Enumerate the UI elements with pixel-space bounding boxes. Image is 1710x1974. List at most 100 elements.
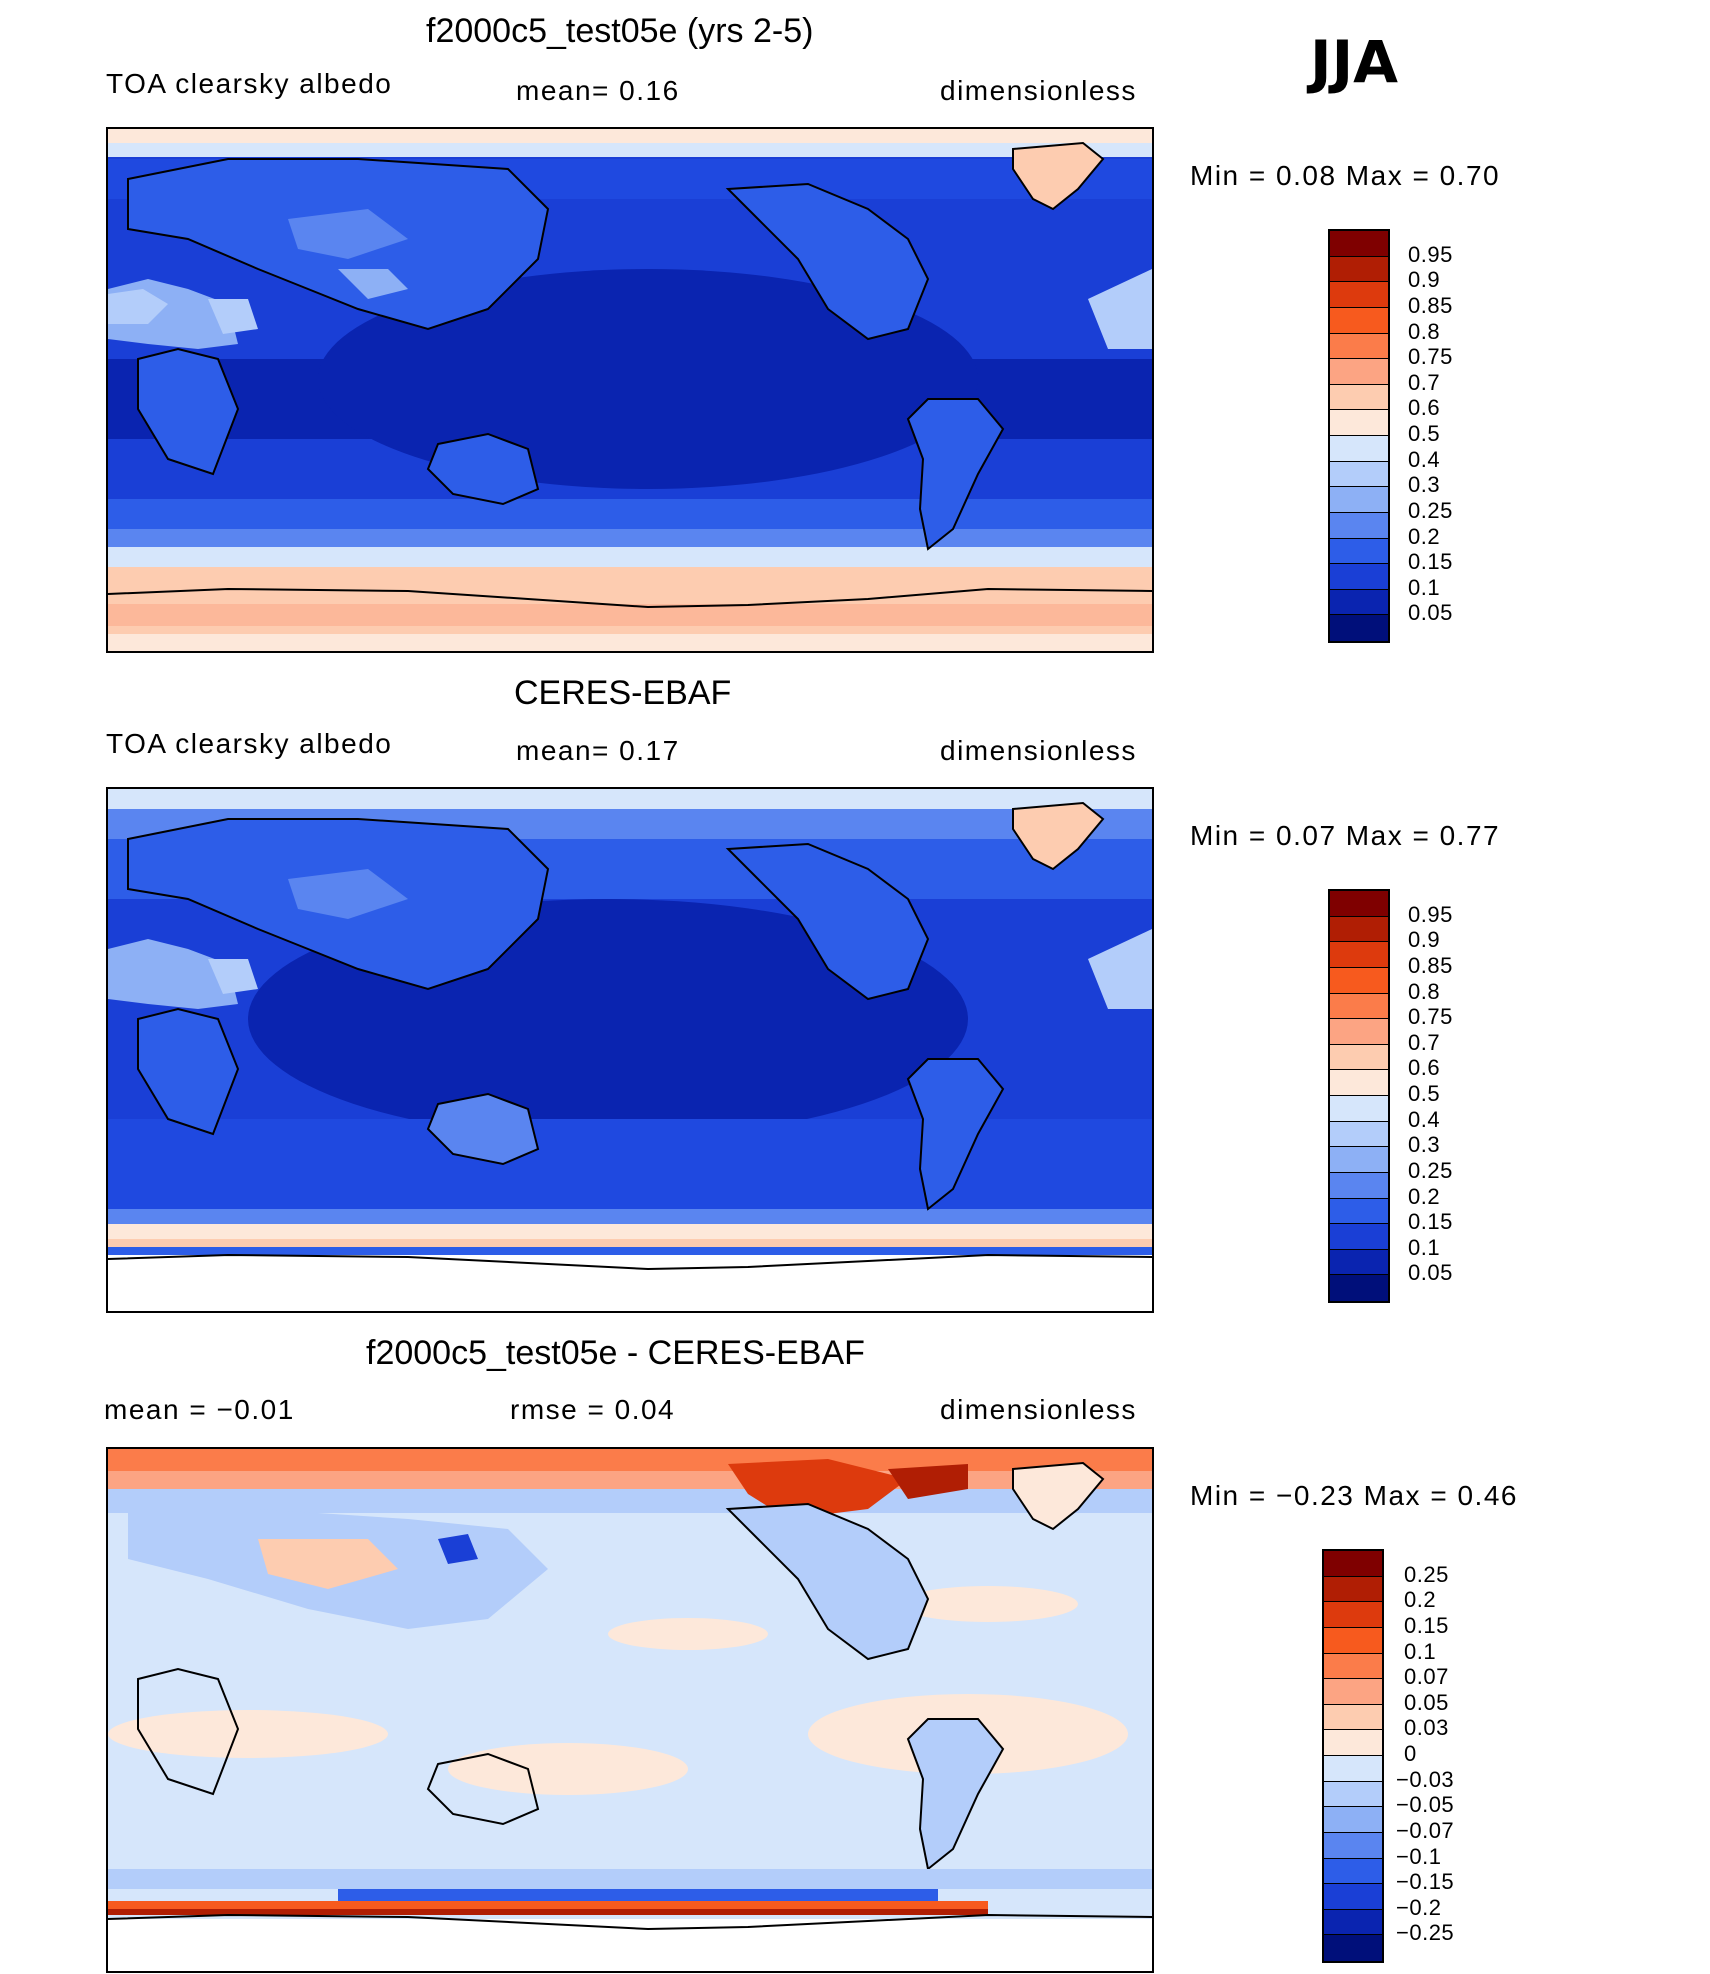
colorbar-tick-label: 0.07 bbox=[1404, 1664, 1449, 1690]
colorbar-segment bbox=[1330, 993, 1388, 1020]
colorbar-segment bbox=[1330, 1224, 1388, 1250]
colorbar-tick-label: 0.8 bbox=[1408, 978, 1441, 1004]
colorbar-tick-label: 0.7 bbox=[1408, 369, 1441, 395]
colorbar bbox=[1328, 889, 1390, 1303]
min-max-label: Min = 0.07 Max = 0.77 bbox=[1190, 820, 1501, 851]
difference-map bbox=[106, 1447, 1154, 1973]
colorbar-tick-label: −0.03 bbox=[1396, 1766, 1455, 1792]
colorbar-tick-label: 0.25 bbox=[1408, 1157, 1453, 1183]
colorbar bbox=[1322, 1549, 1384, 1963]
colorbar-tick-label: 0.75 bbox=[1408, 344, 1453, 370]
colorbar-segment bbox=[1324, 1832, 1382, 1859]
colorbar-tick-label: 0.2 bbox=[1408, 523, 1441, 549]
colorbar-segment bbox=[1330, 282, 1388, 308]
units-label: dimensionless bbox=[940, 75, 1137, 106]
colorbar-tick-label: −0.25 bbox=[1396, 1920, 1455, 1946]
colorbar-segment bbox=[1324, 1909, 1382, 1936]
colorbar-segment bbox=[1330, 589, 1388, 616]
map-field bbox=[108, 1449, 1152, 1971]
colorbar-tick-label: 0.4 bbox=[1408, 446, 1441, 472]
colorbar-segment bbox=[1324, 1576, 1382, 1603]
colorbar-tick-label: 0.1 bbox=[1408, 1234, 1441, 1260]
colorbar-segment bbox=[1324, 1756, 1382, 1782]
colorbar-tick-label: 0.9 bbox=[1408, 927, 1441, 953]
colorbar-tick-label: 0.7 bbox=[1408, 1029, 1441, 1055]
colorbar-segment bbox=[1330, 256, 1388, 283]
colorbar-tick-label: 0.85 bbox=[1408, 292, 1453, 318]
colorbar-segment bbox=[1324, 1781, 1382, 1808]
colorbar-segment bbox=[1330, 564, 1388, 590]
colorbar-tick-label: 0.9 bbox=[1408, 267, 1441, 293]
colorbar-segment bbox=[1324, 1602, 1382, 1628]
map-field bbox=[108, 129, 1152, 651]
colorbar-tick-label: 0.8 bbox=[1408, 318, 1441, 344]
variable-label: TOA clearsky albedo bbox=[106, 68, 393, 99]
colorbar-tick-label: 0.05 bbox=[1408, 1260, 1453, 1286]
mean-label: mean= 0.16 bbox=[516, 75, 680, 106]
colorbar-segment bbox=[1330, 1096, 1388, 1122]
colorbar-tick-label: 0.75 bbox=[1408, 1004, 1453, 1030]
colorbar-tick-label: 0.2 bbox=[1408, 1183, 1441, 1209]
colorbar-tick-label: 0.3 bbox=[1408, 472, 1441, 498]
colorbar-tick-label: 0.1 bbox=[1404, 1638, 1437, 1664]
colorbar-segment bbox=[1324, 1858, 1382, 1885]
colorbar-segment bbox=[1330, 942, 1388, 968]
colorbar-segment bbox=[1324, 1704, 1382, 1731]
colorbar-segment bbox=[1330, 487, 1388, 513]
colorbar-segment bbox=[1324, 1551, 1382, 1577]
colorbar-segment bbox=[1330, 967, 1388, 994]
colorbar-tick-label: −0.07 bbox=[1396, 1817, 1455, 1843]
colorbar-tick-label: 0.03 bbox=[1404, 1715, 1449, 1741]
map-field bbox=[108, 789, 1152, 1311]
colorbar-segment bbox=[1330, 307, 1388, 334]
colorbar-tick-label: 0.6 bbox=[1408, 1055, 1441, 1081]
colorbar-tick-label: 0.15 bbox=[1408, 1209, 1453, 1235]
colorbar-tick-label: 0.95 bbox=[1408, 241, 1453, 267]
colorbar-tick-label: −0.15 bbox=[1396, 1869, 1455, 1895]
colorbar-segment bbox=[1330, 1147, 1388, 1173]
colorbar-segment bbox=[1330, 891, 1388, 917]
colorbar-segment bbox=[1330, 512, 1388, 539]
colorbar-tick-label: 0.6 bbox=[1408, 395, 1441, 421]
colorbar-tick-label: 0.15 bbox=[1408, 549, 1453, 575]
colorbar-tick-label: 0.25 bbox=[1404, 1561, 1449, 1587]
units-label: dimensionless bbox=[940, 735, 1137, 766]
colorbar-tick-label: 0.2 bbox=[1404, 1587, 1437, 1613]
colorbar-segment bbox=[1330, 1070, 1388, 1096]
colorbar-segment bbox=[1330, 410, 1388, 436]
colorbar-segment bbox=[1330, 615, 1388, 641]
colorbar-segment bbox=[1324, 1653, 1382, 1680]
colorbar-tick-label: 0.05 bbox=[1404, 1689, 1449, 1715]
rmse-label: rmse = 0.04 bbox=[510, 1394, 676, 1425]
mean-label: mean= 0.17 bbox=[516, 735, 680, 766]
colorbar-tick-label: 0.4 bbox=[1408, 1106, 1441, 1132]
min-max-label: Min = −0.23 Max = 0.46 bbox=[1190, 1480, 1518, 1511]
colorbar-segment bbox=[1330, 1275, 1388, 1301]
colorbar-segment bbox=[1324, 1627, 1382, 1654]
colorbar-tick-label: 0.15 bbox=[1404, 1612, 1449, 1638]
colorbar-segment bbox=[1330, 1044, 1388, 1071]
colorbar-segment bbox=[1330, 231, 1388, 257]
colorbar bbox=[1328, 229, 1390, 643]
colorbar-tick-label: 0.3 bbox=[1408, 1132, 1441, 1158]
colorbar-segment bbox=[1330, 538, 1388, 565]
mean-label: mean = −0.01 bbox=[104, 1394, 295, 1425]
colorbar-tick-label: −0.1 bbox=[1396, 1843, 1442, 1869]
colorbar-tick-label: 0.5 bbox=[1408, 421, 1441, 446]
colorbar-segment bbox=[1330, 461, 1388, 488]
colorbar-tick-label: 0.1 bbox=[1408, 574, 1441, 600]
colorbar-tick-label: 0 bbox=[1404, 1741, 1417, 1766]
panel-title: CERES-EBAF bbox=[514, 674, 732, 712]
colorbar-tick-label: 0.05 bbox=[1408, 600, 1453, 626]
season-label: JJA bbox=[1310, 28, 1399, 96]
colorbar-segment bbox=[1324, 1935, 1382, 1961]
colorbar-segment bbox=[1330, 1172, 1388, 1199]
colorbar-segment bbox=[1324, 1884, 1382, 1910]
colorbar-tick-label: 0.85 bbox=[1408, 952, 1453, 978]
min-max-label: Min = 0.08 Max = 0.70 bbox=[1190, 160, 1501, 191]
colorbar-segment bbox=[1330, 916, 1388, 943]
colorbar-segment bbox=[1330, 1249, 1388, 1276]
colorbar-segment bbox=[1330, 359, 1388, 385]
albedo-map bbox=[106, 787, 1154, 1313]
colorbar-segment bbox=[1330, 384, 1388, 411]
